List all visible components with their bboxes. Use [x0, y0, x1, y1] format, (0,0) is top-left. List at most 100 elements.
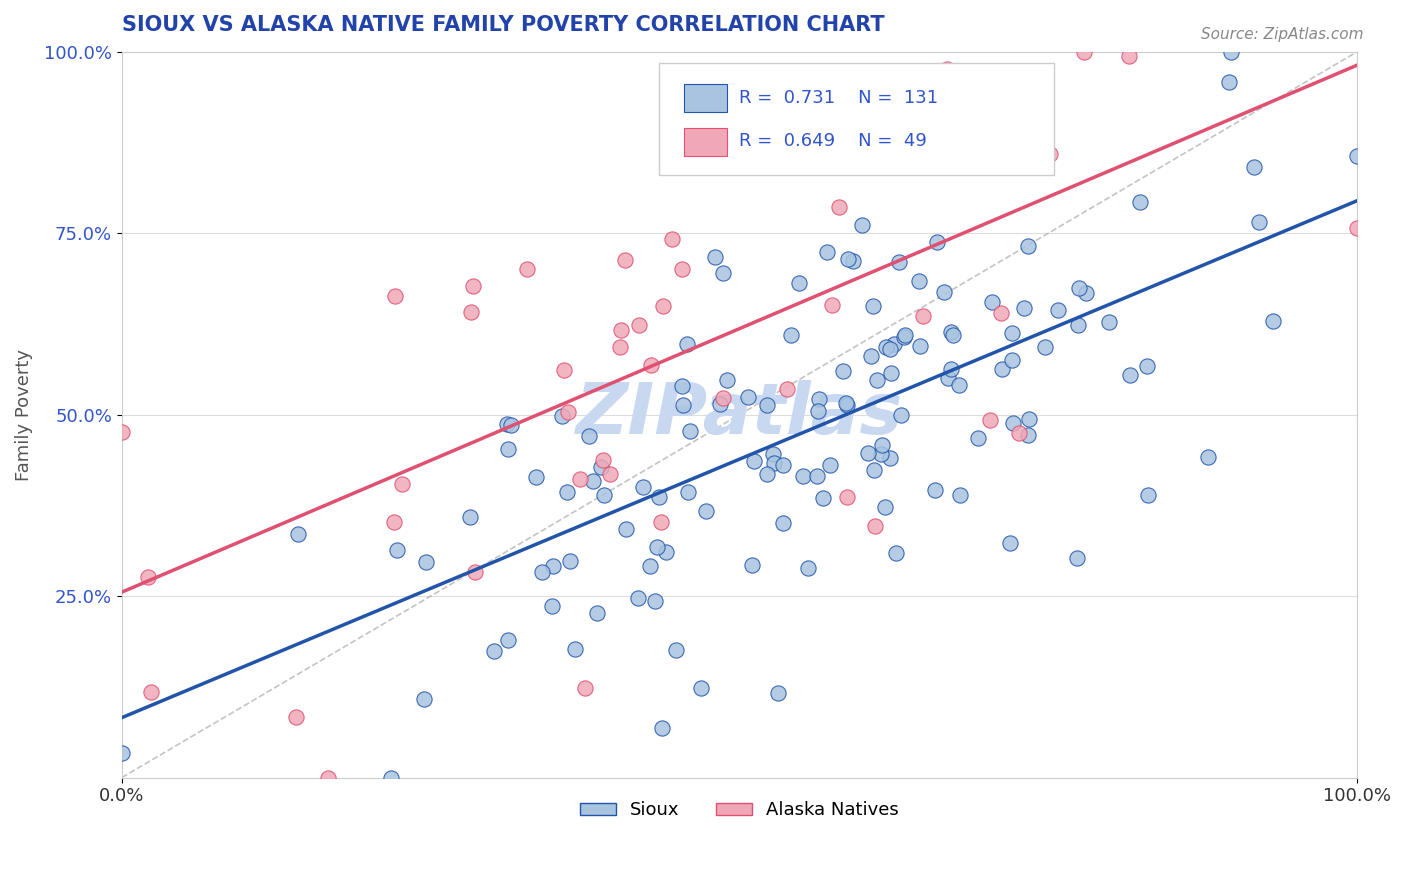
Point	[1261, 313, 1284, 327]
Point	[484, 644, 506, 658]
Point	[879, 450, 901, 465]
Point	[568, 472, 591, 486]
Point	[382, 516, 405, 530]
Point	[832, 364, 855, 378]
Point	[862, 299, 884, 313]
Point	[851, 218, 873, 232]
Point	[1098, 315, 1121, 329]
Point	[859, 349, 882, 363]
Point	[941, 326, 963, 340]
Point	[460, 304, 482, 318]
Point	[1001, 326, 1024, 340]
Point	[716, 373, 738, 387]
Point	[893, 330, 915, 344]
Point	[679, 424, 702, 438]
Point	[828, 201, 851, 215]
Point	[797, 561, 820, 575]
Point	[766, 686, 789, 700]
Point	[1039, 146, 1062, 161]
Point	[817, 244, 839, 259]
Point	[948, 377, 970, 392]
Point	[737, 390, 759, 404]
Point	[557, 404, 579, 418]
Point	[464, 565, 486, 579]
Point	[609, 341, 631, 355]
Point	[884, 546, 907, 560]
Point	[811, 491, 834, 506]
Point	[111, 425, 134, 439]
Point	[1001, 417, 1024, 431]
Point	[316, 771, 339, 785]
Point	[574, 681, 596, 695]
Point	[524, 470, 547, 484]
Point	[287, 526, 309, 541]
Point	[655, 544, 678, 558]
Point	[1197, 450, 1219, 464]
Point	[935, 62, 957, 77]
Point	[613, 252, 636, 267]
Point	[792, 469, 814, 483]
Point	[879, 342, 901, 356]
Point	[644, 593, 666, 607]
Point	[690, 681, 713, 696]
Point	[555, 485, 578, 500]
Point	[665, 643, 688, 657]
Point	[496, 442, 519, 457]
Point	[807, 404, 830, 418]
Point	[1136, 359, 1159, 374]
Point	[981, 294, 1004, 309]
Point	[806, 469, 828, 483]
Point	[711, 391, 734, 405]
Point	[1047, 303, 1070, 318]
Point	[1118, 48, 1140, 62]
Text: ZIPatlas: ZIPatlas	[575, 380, 903, 450]
Point	[911, 309, 934, 323]
Point	[558, 554, 581, 568]
Point	[516, 261, 538, 276]
Point	[461, 279, 484, 293]
Point	[1136, 488, 1159, 502]
Point	[541, 599, 564, 613]
Point	[1073, 45, 1095, 59]
Point	[592, 452, 614, 467]
Point	[671, 262, 693, 277]
Point	[541, 558, 564, 573]
Text: Source: ZipAtlas.com: Source: ZipAtlas.com	[1201, 27, 1364, 42]
Point	[936, 370, 959, 384]
Point	[1346, 149, 1368, 163]
Point	[863, 518, 886, 533]
Point	[551, 409, 574, 423]
Point	[1017, 238, 1039, 252]
Point	[856, 446, 879, 460]
Point	[772, 516, 794, 531]
Point	[1069, 280, 1091, 294]
Point	[640, 358, 662, 372]
Point	[651, 721, 673, 735]
Point	[530, 565, 553, 579]
Point	[658, 136, 681, 151]
Point	[704, 250, 727, 264]
Point	[741, 558, 763, 573]
Point	[564, 642, 586, 657]
Point	[650, 515, 672, 529]
Point	[671, 379, 693, 393]
Point	[672, 398, 695, 412]
Point	[860, 120, 883, 134]
Point	[1067, 318, 1090, 333]
Point	[883, 337, 905, 351]
Point	[932, 285, 955, 300]
Text: SIOUX VS ALASKA NATIVE FAMILY POVERTY CORRELATION CHART: SIOUX VS ALASKA NATIVE FAMILY POVERTY CO…	[122, 15, 884, 35]
Point	[384, 289, 406, 303]
Point	[820, 458, 842, 472]
Point	[772, 458, 794, 472]
Point	[835, 490, 858, 504]
Point	[647, 541, 669, 555]
Point	[815, 159, 838, 173]
Point	[870, 438, 893, 452]
Point	[821, 297, 844, 311]
Point	[609, 323, 631, 337]
Point	[893, 328, 915, 343]
Point	[1028, 144, 1050, 158]
Point	[990, 306, 1012, 320]
Point	[742, 453, 765, 467]
